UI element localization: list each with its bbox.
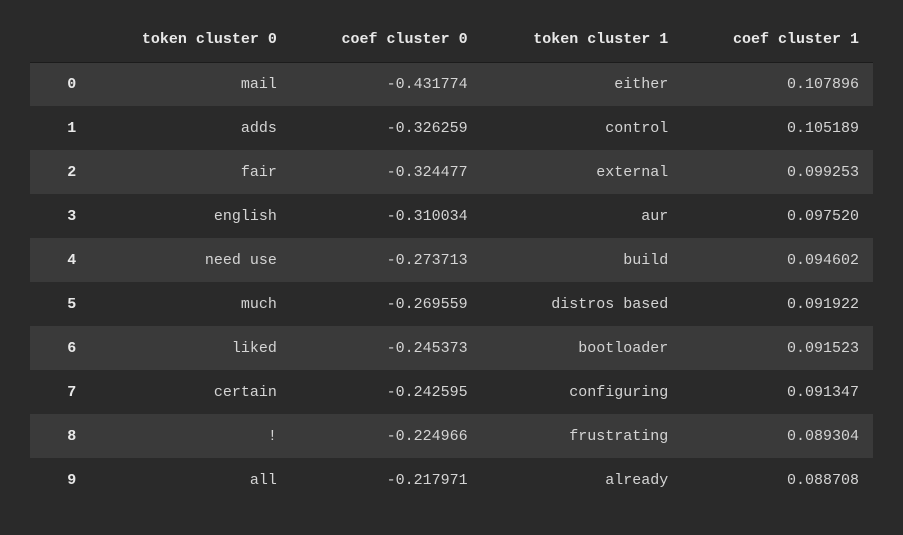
cell-token0: certain [90,370,291,414]
cell-token0: english [90,194,291,238]
cell-token0: liked [90,326,291,370]
cell-token0: need use [90,238,291,282]
table-row: 6 liked -0.245373 bootloader 0.091523 [30,326,873,370]
col-header-coef0: coef cluster 0 [291,18,482,62]
row-index: 8 [30,414,90,458]
cell-coef0: -0.431774 [291,62,482,106]
col-header-token0: token cluster 0 [90,18,291,62]
cell-coef1: 0.094602 [682,238,873,282]
cell-token0: mail [90,62,291,106]
cell-coef0: -0.269559 [291,282,482,326]
cell-token1: bootloader [482,326,683,370]
cell-coef0: -0.273713 [291,238,482,282]
col-header-token1: token cluster 1 [482,18,683,62]
row-index: 4 [30,238,90,282]
table-row: 9 all -0.217971 already 0.088708 [30,458,873,502]
cell-coef1: 0.105189 [682,106,873,150]
cell-coef0: -0.245373 [291,326,482,370]
row-index: 9 [30,458,90,502]
row-index: 1 [30,106,90,150]
cell-token0: ! [90,414,291,458]
row-index: 7 [30,370,90,414]
cell-token1: control [482,106,683,150]
cell-token0: all [90,458,291,502]
cell-coef1: 0.097520 [682,194,873,238]
cell-coef0: -0.242595 [291,370,482,414]
row-index: 5 [30,282,90,326]
data-table: token cluster 0 coef cluster 0 token clu… [30,18,873,502]
cell-token1: configuring [482,370,683,414]
cell-coef1: 0.091347 [682,370,873,414]
cell-token1: distros based [482,282,683,326]
cell-coef0: -0.324477 [291,150,482,194]
cell-token1: already [482,458,683,502]
cell-coef1: 0.091523 [682,326,873,370]
cell-coef1: 0.088708 [682,458,873,502]
row-index: 6 [30,326,90,370]
row-index: 0 [30,62,90,106]
cell-coef1: 0.091922 [682,282,873,326]
table-row: 5 much -0.269559 distros based 0.091922 [30,282,873,326]
table-row: 4 need use -0.273713 build 0.094602 [30,238,873,282]
cell-token1: aur [482,194,683,238]
cell-coef1: 0.089304 [682,414,873,458]
cell-coef1: 0.107896 [682,62,873,106]
cell-coef0: -0.217971 [291,458,482,502]
table-row: 7 certain -0.242595 configuring 0.091347 [30,370,873,414]
cell-token1: build [482,238,683,282]
table-row: 3 english -0.310034 aur 0.097520 [30,194,873,238]
row-index: 3 [30,194,90,238]
table-row: 1 adds -0.326259 control 0.105189 [30,106,873,150]
table-header-row: token cluster 0 coef cluster 0 token clu… [30,18,873,62]
col-header-coef1: coef cluster 1 [682,18,873,62]
cell-coef0: -0.224966 [291,414,482,458]
cell-token0: fair [90,150,291,194]
row-index: 2 [30,150,90,194]
cell-token1: either [482,62,683,106]
cell-token1: external [482,150,683,194]
table-row: 0 mail -0.431774 either 0.107896 [30,62,873,106]
col-header-index [30,18,90,62]
table-row: 8 ! -0.224966 frustrating 0.089304 [30,414,873,458]
table-container: token cluster 0 coef cluster 0 token clu… [0,0,903,520]
cell-coef1: 0.099253 [682,150,873,194]
cell-token0: much [90,282,291,326]
cell-token0: adds [90,106,291,150]
cell-coef0: -0.310034 [291,194,482,238]
cell-coef0: -0.326259 [291,106,482,150]
table-row: 2 fair -0.324477 external 0.099253 [30,150,873,194]
cell-token1: frustrating [482,414,683,458]
